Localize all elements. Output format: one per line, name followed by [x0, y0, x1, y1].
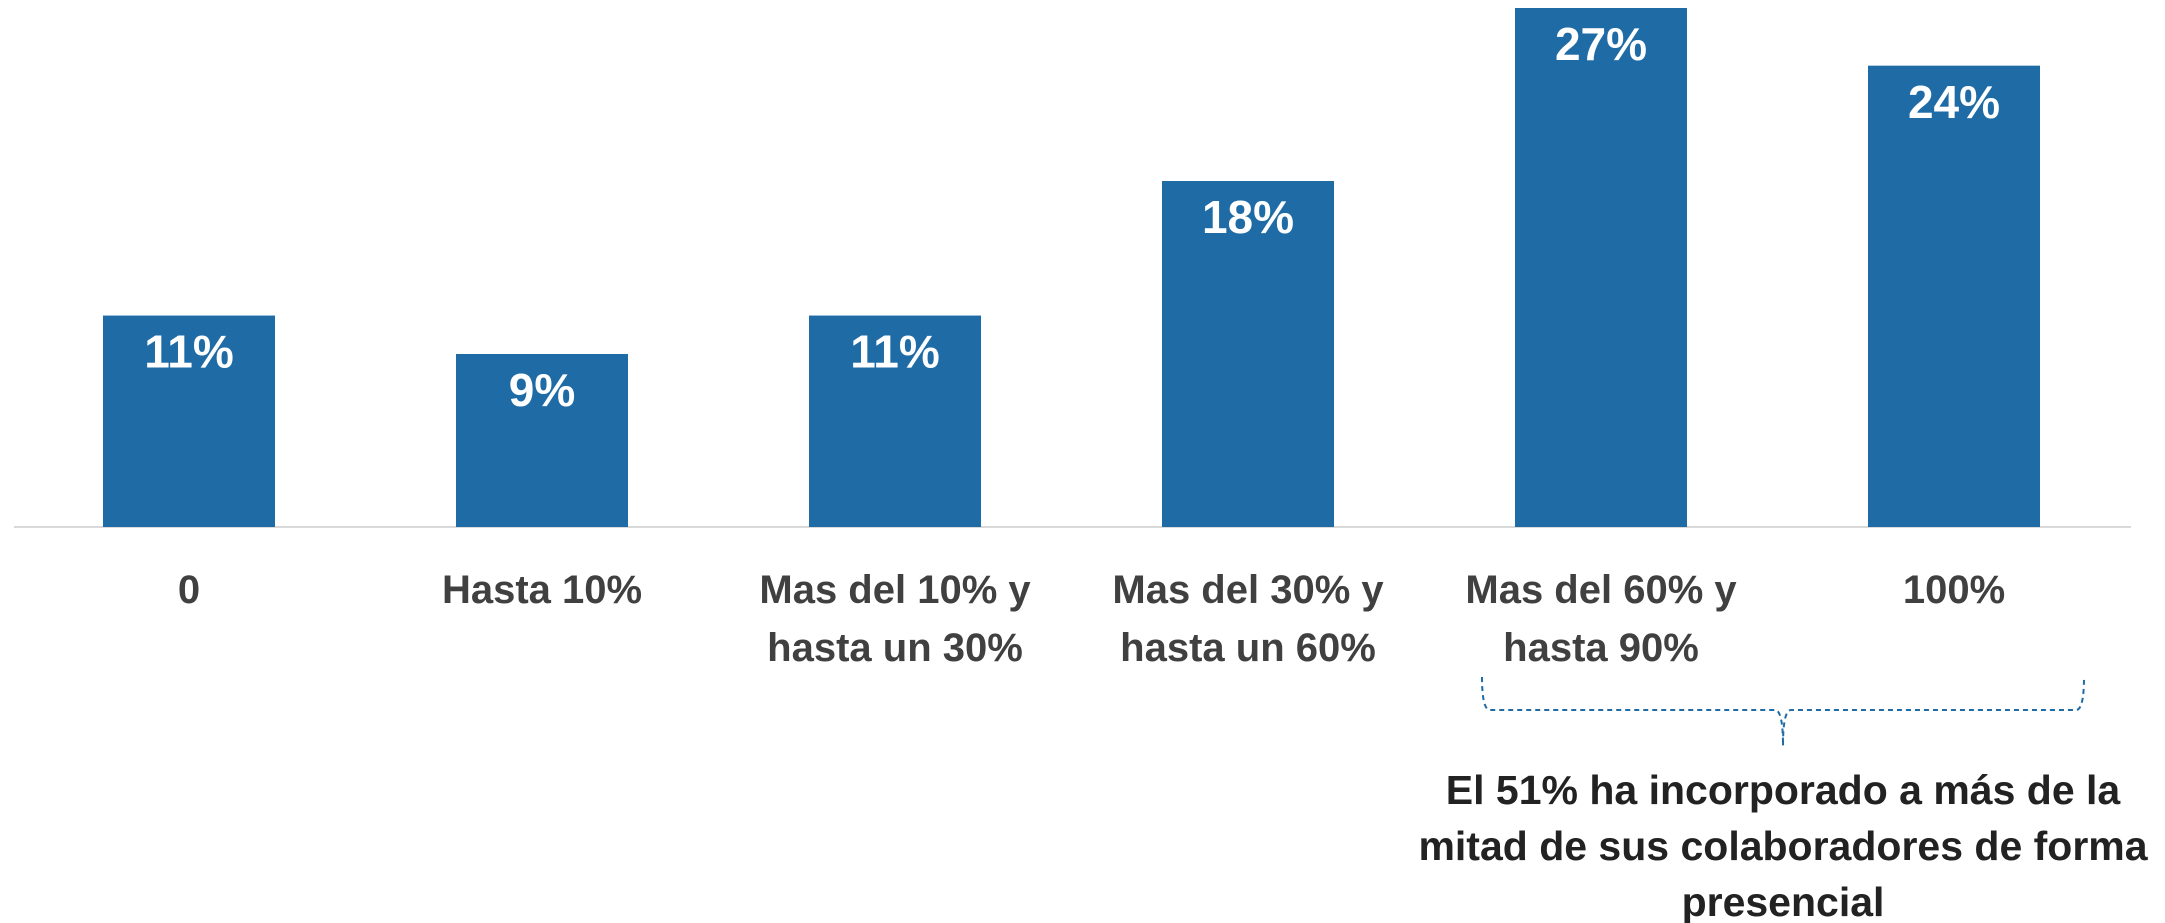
- x-tick-label: Mas del 60% y hasta 90%: [1465, 568, 1737, 670]
- bar: [1515, 8, 1687, 527]
- x-tick-label: 100%: [1902, 568, 2006, 612]
- value-label: 27%: [1555, 18, 1647, 70]
- value-label: 11%: [144, 326, 234, 378]
- bar: [103, 315, 275, 527]
- brace: [1481, 676, 2085, 747]
- bar: [456, 354, 628, 527]
- x-tick-label: Mas del 10% y hasta un 30%: [759, 568, 1031, 670]
- value-label: 24%: [1908, 76, 2000, 128]
- x-tick-label: Mas del 30% y hasta un 60%: [1112, 568, 1384, 670]
- bar: [1868, 65, 2040, 528]
- bar: [1162, 181, 1334, 527]
- value-label: 18%: [1202, 191, 1294, 243]
- value-label: 9%: [509, 364, 575, 416]
- bar: [809, 315, 981, 527]
- annotation: El 51% ha incorporado a más de la mitad …: [1418, 767, 2148, 923]
- x-tick-label: Hasta 10%: [441, 568, 643, 612]
- x-tick-label: 0: [177, 568, 201, 612]
- value-label: 11%: [850, 326, 940, 378]
